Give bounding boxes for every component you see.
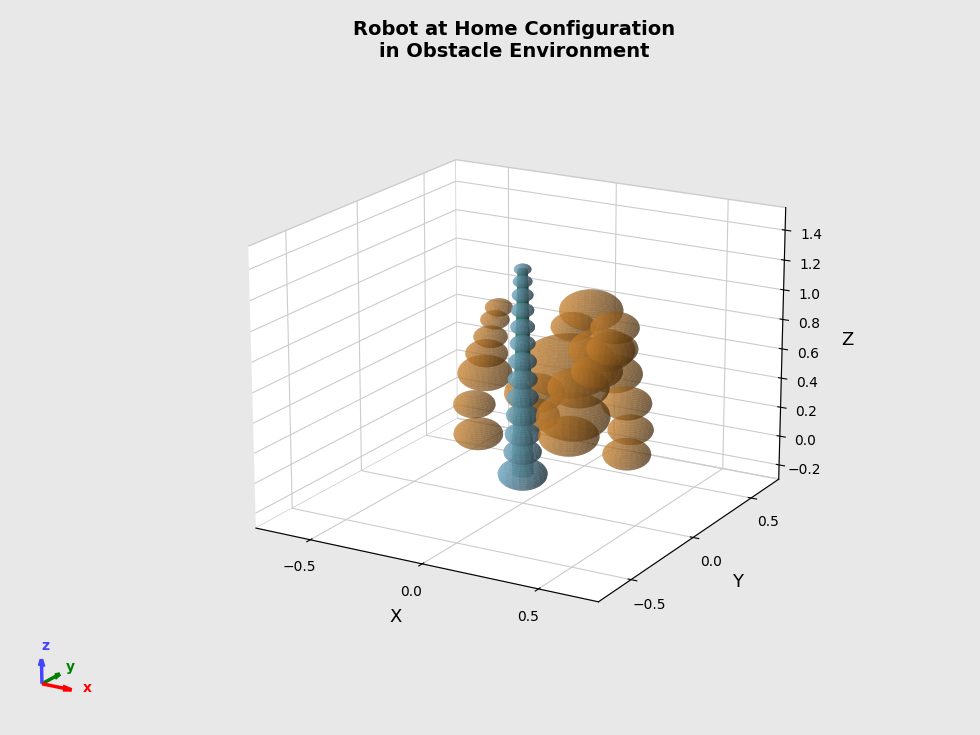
- Y-axis label: Y: Y: [732, 573, 743, 591]
- Title: Robot at Home Configuration
in Obstacle Environment: Robot at Home Configuration in Obstacle …: [354, 20, 675, 61]
- X-axis label: X: X: [389, 608, 402, 625]
